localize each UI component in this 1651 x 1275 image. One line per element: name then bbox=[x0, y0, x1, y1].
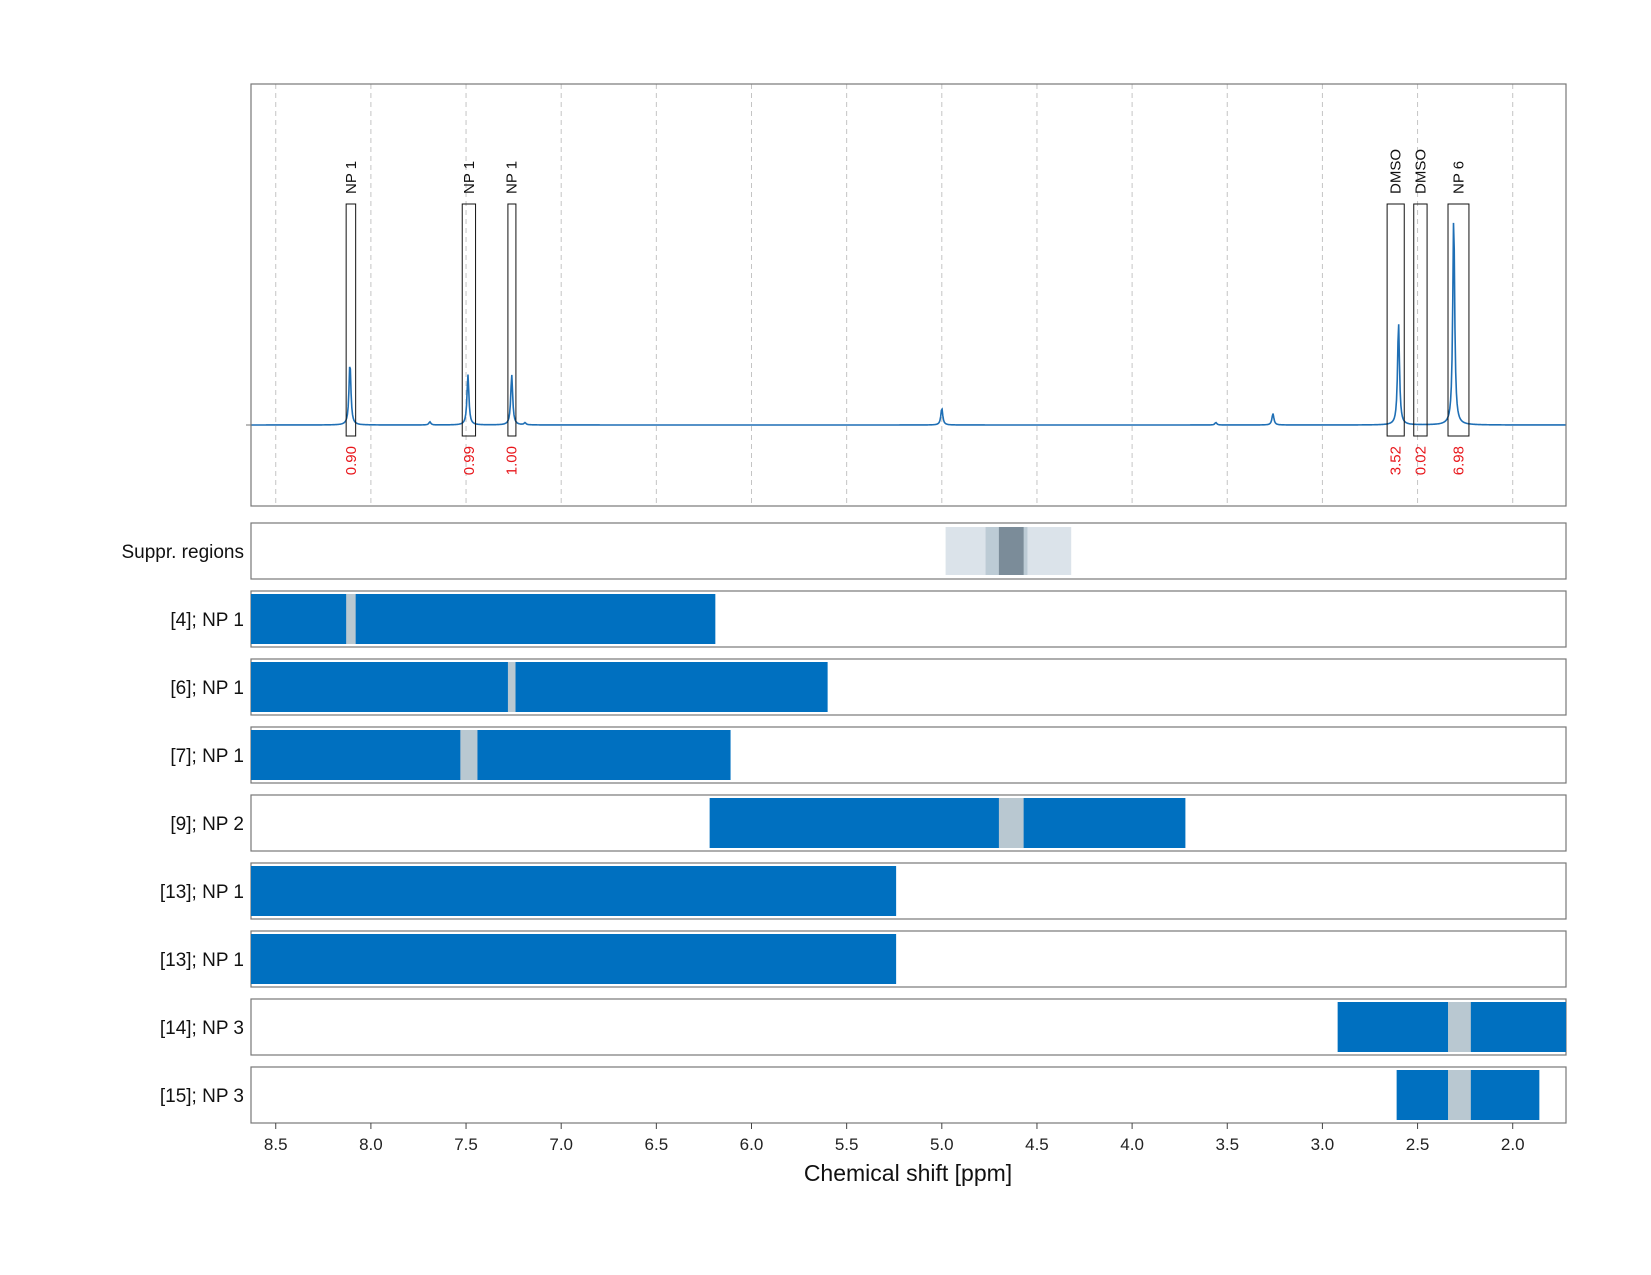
peak-annotation-label: NP 1 bbox=[343, 161, 360, 194]
spectrum-panel: NP 1 0.90 NP 1 0.99 NP 1 1.00 DMSO 3.52 DMSO 0.02… bbox=[246, 83, 1567, 507]
suppression-row-label: Suppr. regions bbox=[121, 542, 244, 563]
suppression-row-frame bbox=[250, 522, 1567, 580]
region-gap bbox=[346, 594, 356, 644]
x-tick-label: 7.0 bbox=[549, 1135, 573, 1154]
x-axis: 8.5 8.0 7.5 7.0 6.5 6.0 5.5 5.0 4.5 4.0 3.5 3.0 2.5 2… bbox=[264, 1123, 1525, 1154]
region-gap bbox=[1448, 1070, 1471, 1120]
region-gap bbox=[1448, 1002, 1471, 1052]
region-row-label: [4]; NP 1 bbox=[170, 610, 244, 631]
x-tick-label: 5.5 bbox=[835, 1135, 859, 1154]
region-bar bbox=[251, 594, 716, 644]
x-tick-label: 3.0 bbox=[1311, 1135, 1335, 1154]
spectrum-line bbox=[251, 222, 1566, 426]
region-row-label: [14]; NP 3 bbox=[160, 1018, 244, 1039]
region-row-label: [7]; NP 1 bbox=[170, 746, 244, 767]
region-row-label: [13]; NP 1 bbox=[160, 950, 244, 971]
peak-annotation-label: NP 1 bbox=[461, 161, 478, 194]
region-bar bbox=[251, 934, 897, 984]
region-row-frame bbox=[250, 1066, 1567, 1124]
peak-annotation-label: DMSO bbox=[1388, 149, 1405, 194]
peak-annotation-box bbox=[1447, 203, 1470, 437]
integral-value-label: 0.99 bbox=[461, 446, 478, 475]
suppression-band bbox=[998, 527, 1024, 575]
region-bar bbox=[251, 866, 897, 916]
integral-value-label: 3.52 bbox=[1388, 446, 1405, 475]
integral-value-label: 0.90 bbox=[343, 446, 360, 475]
peak-annotation-box bbox=[345, 203, 357, 437]
region-bar bbox=[251, 730, 731, 780]
x-tick-label: 6.0 bbox=[740, 1135, 764, 1154]
region-rows-panel: Suppr. regions [4]; NP 1 [6]; NP 1 [7]; NP … bbox=[121, 522, 1567, 1124]
peak-annotation-label: DMSO bbox=[1412, 149, 1429, 194]
peak-annotation-box bbox=[1386, 203, 1405, 437]
integral-value-label: 1.00 bbox=[504, 446, 521, 475]
integral-value-label: 0.02 bbox=[1412, 446, 1429, 475]
x-tick-label: 4.0 bbox=[1120, 1135, 1144, 1154]
region-gap bbox=[460, 730, 478, 780]
peak-annotation-box bbox=[1413, 203, 1428, 437]
x-axis-title: Chemical shift [ppm] bbox=[804, 1160, 1012, 1186]
x-tick-label: 4.5 bbox=[1025, 1135, 1049, 1154]
region-bar bbox=[251, 662, 828, 712]
x-tick-label: 2.0 bbox=[1501, 1135, 1525, 1154]
x-tick-label: 2.5 bbox=[1406, 1135, 1430, 1154]
region-row-label: [9]; NP 2 bbox=[170, 814, 244, 835]
x-tick-label: 8.5 bbox=[264, 1135, 288, 1154]
region-gap bbox=[998, 798, 1024, 848]
peak-annotation-box bbox=[461, 203, 477, 437]
peak-annotation-label: NP 1 bbox=[504, 161, 521, 194]
x-tick-label: 3.5 bbox=[1215, 1135, 1239, 1154]
peak-annotation-label: NP 6 bbox=[1450, 161, 1467, 194]
spectrum-frame bbox=[250, 83, 1567, 507]
region-row-label: [15]; NP 3 bbox=[160, 1086, 244, 1107]
region-bar bbox=[709, 798, 1186, 848]
peak-annotation-box bbox=[507, 203, 517, 437]
region-row-label: [6]; NP 1 bbox=[170, 678, 244, 699]
integral-value-label: 6.98 bbox=[1450, 446, 1467, 475]
region-gap bbox=[507, 662, 516, 712]
region-row-label: [13]; NP 1 bbox=[160, 882, 244, 903]
x-tick-label: 8.0 bbox=[359, 1135, 383, 1154]
x-tick-label: 5.0 bbox=[930, 1135, 954, 1154]
x-tick-label: 7.5 bbox=[454, 1135, 478, 1154]
x-tick-label: 6.5 bbox=[645, 1135, 669, 1154]
